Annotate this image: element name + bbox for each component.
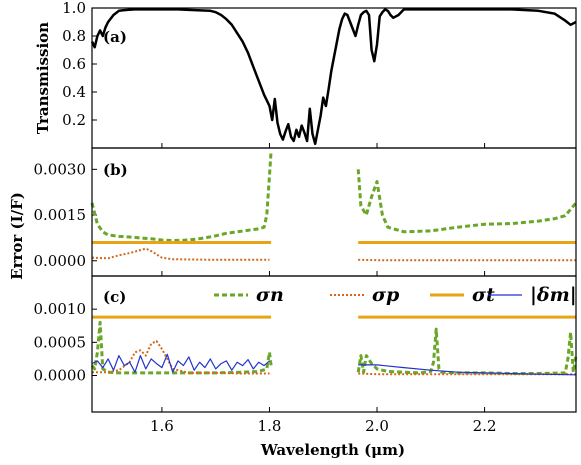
y-tick-label: 0.0015	[34, 206, 87, 224]
x-tick-label: 1.6	[150, 417, 174, 435]
x-tick-label: 2.2	[473, 417, 497, 435]
y-tick-label: 0.0010	[34, 300, 87, 318]
panel-b: 0.0000 0.0015 0.0030	[34, 147, 578, 277]
y-tick-label: 0.0005	[34, 333, 87, 351]
series-line	[90, 150, 273, 243]
series-line	[358, 364, 577, 376]
legend-label: |δm|	[530, 284, 577, 306]
legend-label: σp	[372, 284, 400, 306]
x-tick-label: 2.0	[365, 417, 389, 435]
legend: σn σp σt |δm|	[214, 284, 577, 306]
panel-tag-c: (c)	[103, 288, 126, 306]
x-axis-title: Wavelength (μm)	[260, 441, 405, 459]
panel-a: 0.2 0.4 0.6 0.8 1.0	[62, 0, 577, 149]
series-line	[91, 247, 270, 261]
y-tick-label: 0.0000	[34, 367, 87, 385]
y-tick-label: 1.0	[62, 0, 86, 17]
plot-frame	[91, 147, 577, 277]
series-line	[91, 353, 270, 373]
y-axis-title-error: Error (I/F)	[8, 192, 26, 280]
y-axis-title-transmission: Transmission	[34, 22, 52, 134]
plot-frame	[91, 7, 577, 149]
x-tick-label: 1.8	[258, 417, 282, 435]
y-tick-label: 0.2	[62, 111, 86, 129]
legend-label: σt	[472, 284, 495, 306]
y-tick-label: 0.6	[62, 55, 86, 73]
panel-tag-a: (a)	[103, 28, 127, 46]
y-tick-label: 0.0030	[34, 160, 87, 178]
legend-label: σn	[256, 284, 284, 306]
series-line	[356, 169, 578, 234]
plot-frame	[91, 275, 577, 413]
series-line	[90, 320, 273, 375]
y-tick-label: 0.0000	[34, 252, 87, 270]
series-line	[90, 8, 577, 146]
y-tick-label: 0.8	[62, 27, 86, 45]
series-line	[356, 327, 578, 375]
panel-c: 0.0000 0.0005 0.0010 1.6 1.8 2.0 2.2	[34, 275, 578, 435]
y-tick-label: 0.4	[62, 83, 86, 101]
panel-tag-b: (b)	[103, 161, 128, 179]
